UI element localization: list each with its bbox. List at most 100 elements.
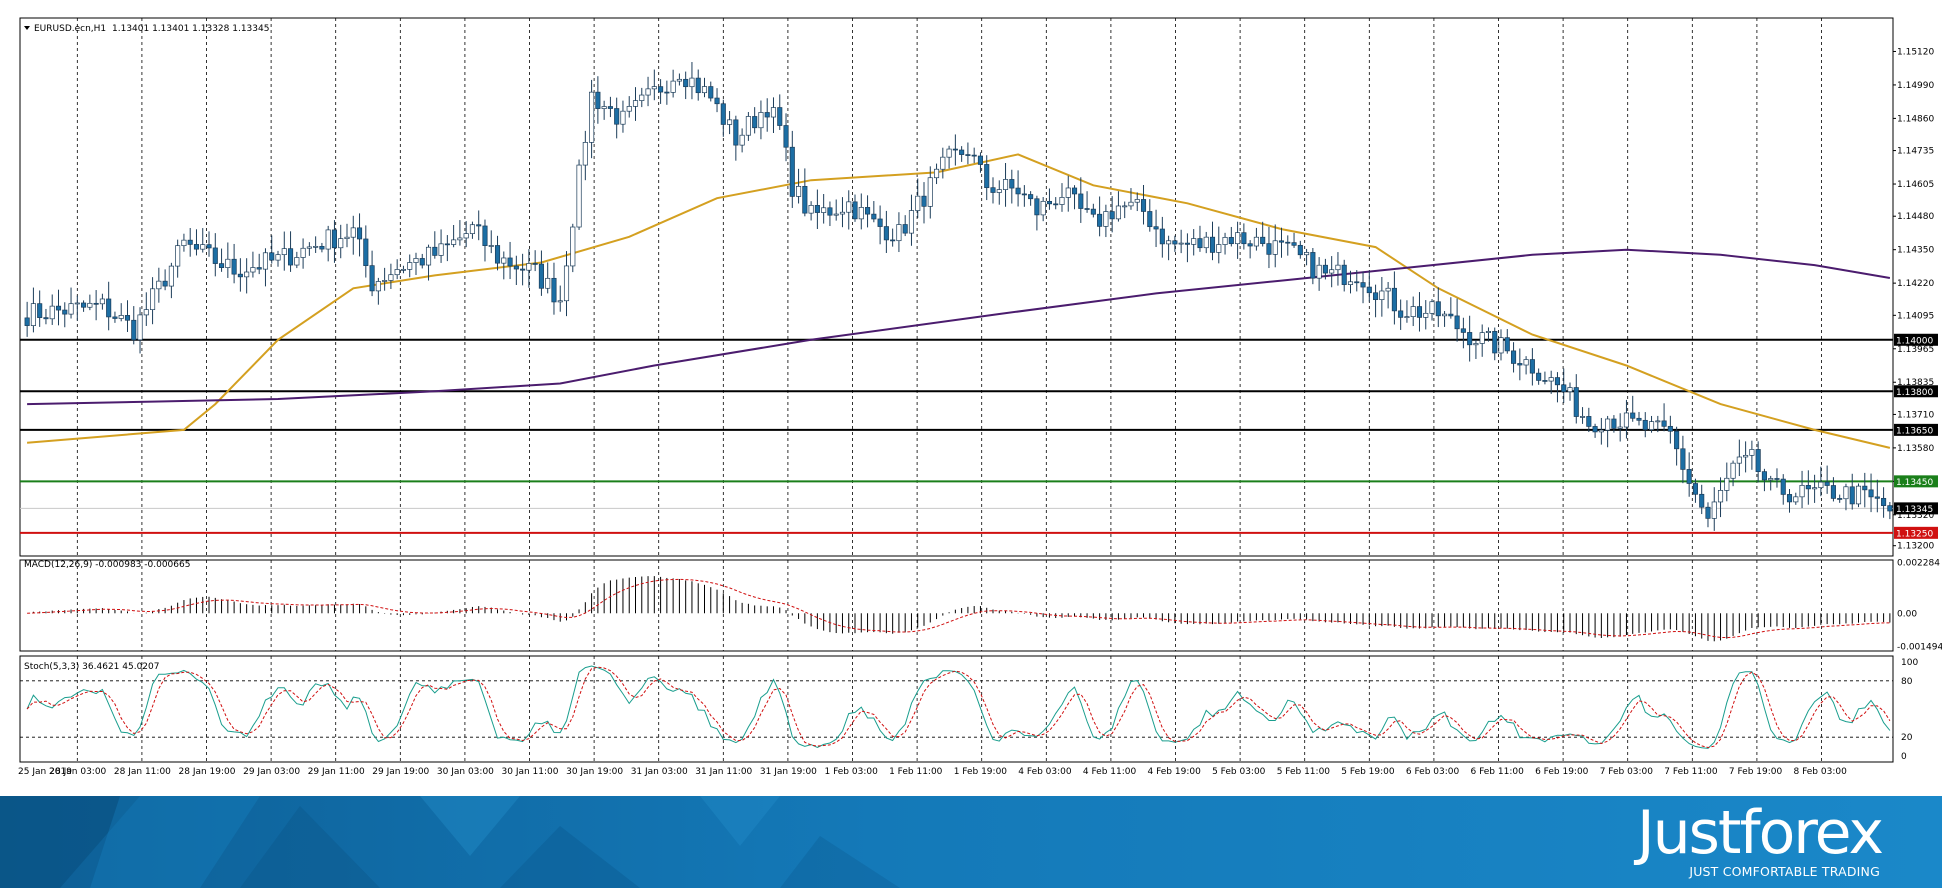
candle-body bbox=[1717, 490, 1724, 503]
x-tick-label: 28 Jan 19:00 bbox=[179, 767, 236, 777]
candle-body bbox=[300, 247, 306, 258]
candle-body bbox=[168, 265, 174, 287]
level-price-label: 1.13450 bbox=[1896, 478, 1933, 488]
candle-body bbox=[1805, 485, 1811, 490]
candle-body bbox=[150, 288, 156, 310]
x-tick-label: 7 Feb 11:00 bbox=[1664, 767, 1718, 777]
y-tick-label: 1.14735 bbox=[1897, 147, 1934, 157]
candle-body bbox=[1115, 205, 1121, 220]
candle-body bbox=[1830, 485, 1836, 499]
candle-body bbox=[714, 97, 720, 105]
candle-body bbox=[225, 258, 231, 268]
candle-body bbox=[1586, 416, 1592, 427]
candle-body bbox=[1291, 242, 1297, 246]
candle-body bbox=[1316, 264, 1322, 279]
candle-body bbox=[720, 103, 726, 125]
candle-body bbox=[1793, 496, 1799, 503]
y-tick-label: 1.14220 bbox=[1897, 279, 1934, 289]
candle-body bbox=[1002, 179, 1009, 190]
y-tick-label: 1.14990 bbox=[1897, 81, 1934, 91]
candle-body bbox=[1134, 199, 1140, 203]
x-tick-label: 28 Jan 11:00 bbox=[114, 767, 171, 777]
candle-body bbox=[1140, 199, 1147, 212]
macd-y-tick-label: 0.00 bbox=[1897, 609, 1917, 619]
y-tick-label: 1.13835 bbox=[1897, 378, 1934, 388]
candle-body bbox=[1059, 197, 1065, 205]
candle-body bbox=[739, 134, 745, 146]
macd-y-tick-label: 0.002284 bbox=[1897, 559, 1940, 569]
candle-body bbox=[1548, 377, 1554, 382]
candle-body bbox=[927, 177, 933, 207]
candle-body bbox=[1097, 213, 1103, 227]
candle-body bbox=[1009, 179, 1015, 189]
candle-body bbox=[1191, 238, 1197, 245]
x-tick-label: 7 Feb 03:00 bbox=[1600, 767, 1654, 777]
candle-body bbox=[319, 245, 325, 250]
stoch-main-line bbox=[26, 665, 1891, 749]
x-tick-label: 29 Jan 19:00 bbox=[372, 767, 429, 777]
macd-y-tick-label: -0.001494 bbox=[1897, 642, 1942, 652]
candle-body bbox=[1648, 421, 1655, 430]
candle-body bbox=[1360, 282, 1366, 288]
candle-body bbox=[1479, 332, 1485, 344]
candle-body bbox=[814, 205, 820, 213]
candle-body bbox=[49, 305, 55, 320]
candle-body bbox=[356, 227, 363, 240]
candle-body bbox=[344, 236, 350, 239]
candle-body bbox=[1166, 240, 1172, 245]
candle-body bbox=[1749, 449, 1755, 456]
candle-body bbox=[1046, 200, 1052, 205]
candle-body bbox=[1473, 343, 1479, 346]
candle-body bbox=[501, 257, 507, 264]
candle-body bbox=[451, 239, 457, 245]
candle-body bbox=[1065, 187, 1071, 198]
macd-label: MACD(12,26,9) -0.000983 -0.000665 bbox=[24, 560, 190, 570]
candle-body bbox=[181, 239, 187, 247]
candle-body bbox=[520, 268, 526, 271]
candle-body bbox=[256, 267, 262, 270]
candle-body bbox=[727, 119, 733, 125]
candle-body bbox=[24, 317, 30, 326]
candle-body bbox=[193, 244, 200, 250]
candle-body bbox=[664, 91, 670, 94]
candle-body bbox=[1667, 425, 1673, 432]
y-tick-label: 1.13320 bbox=[1897, 511, 1934, 521]
candle-body bbox=[896, 224, 902, 242]
candle-body bbox=[1228, 237, 1234, 245]
x-tick-label: 6 Feb 11:00 bbox=[1471, 767, 1525, 777]
candle-body bbox=[219, 263, 225, 268]
candle-body bbox=[1153, 226, 1159, 230]
candle-body bbox=[1711, 501, 1717, 519]
level-price-label: 1.13800 bbox=[1896, 388, 1933, 398]
candle-body bbox=[1774, 478, 1780, 480]
candle-body bbox=[1241, 232, 1247, 245]
x-tick-label: 5 Feb 03:00 bbox=[1212, 767, 1266, 777]
candle-body bbox=[388, 274, 394, 281]
candle-body bbox=[1122, 205, 1128, 208]
candle-body bbox=[1442, 313, 1448, 317]
candle-body bbox=[1630, 412, 1636, 419]
candle-body bbox=[1761, 471, 1767, 481]
candle-body bbox=[81, 302, 87, 308]
candle-body bbox=[1485, 331, 1492, 333]
y-tick-label: 1.14480 bbox=[1897, 212, 1934, 222]
candle-body bbox=[589, 91, 595, 143]
brand-tagline: JUST COMFORTABLE TRADING bbox=[1689, 864, 1880, 879]
candle-body bbox=[438, 243, 444, 256]
candle-body bbox=[124, 315, 131, 321]
candle-body bbox=[1391, 287, 1397, 312]
candle-body bbox=[808, 205, 814, 214]
candle-body bbox=[1573, 387, 1579, 417]
stoch-y-tick-label: 100 bbox=[1901, 658, 1918, 668]
candle-body bbox=[1216, 244, 1222, 253]
candle-body bbox=[708, 86, 714, 99]
candle-body bbox=[432, 246, 438, 256]
candle-body bbox=[30, 303, 36, 326]
candle-body bbox=[1554, 377, 1561, 386]
x-tick-label: 30 Jan 11:00 bbox=[502, 767, 559, 777]
collapse-triangle-icon[interactable] bbox=[24, 26, 30, 30]
candle-body bbox=[1855, 485, 1862, 505]
candle-body bbox=[1818, 481, 1824, 489]
candle-body bbox=[275, 254, 281, 261]
candle-body bbox=[288, 248, 294, 266]
